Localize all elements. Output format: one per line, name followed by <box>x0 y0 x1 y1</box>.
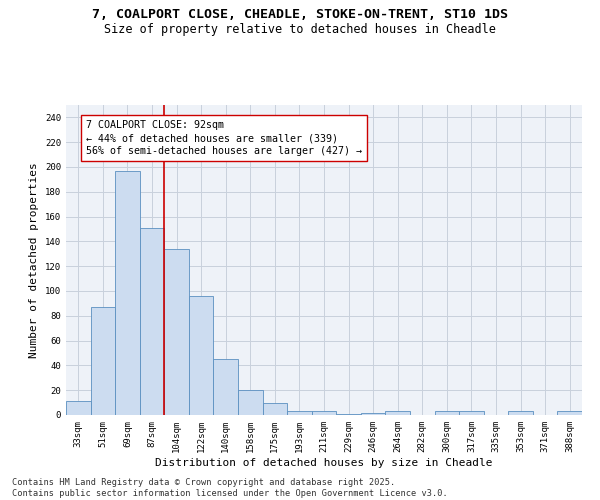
Bar <box>115 170 140 415</box>
Bar <box>91 307 115 415</box>
Text: 7, COALPORT CLOSE, CHEADLE, STOKE-ON-TRENT, ST10 1DS: 7, COALPORT CLOSE, CHEADLE, STOKE-ON-TRE… <box>92 8 508 20</box>
Bar <box>189 296 214 415</box>
Bar <box>140 228 164 415</box>
Text: Size of property relative to detached houses in Cheadle: Size of property relative to detached ho… <box>104 22 496 36</box>
Text: Contains HM Land Registry data © Crown copyright and database right 2025.
Contai: Contains HM Land Registry data © Crown c… <box>12 478 448 498</box>
Y-axis label: Number of detached properties: Number of detached properties <box>29 162 40 358</box>
Bar <box>434 412 459 415</box>
Bar <box>361 412 385 415</box>
Bar <box>214 359 238 415</box>
Bar <box>66 402 91 415</box>
Text: 7 COALPORT CLOSE: 92sqm
← 44% of detached houses are smaller (339)
56% of semi-d: 7 COALPORT CLOSE: 92sqm ← 44% of detache… <box>86 120 362 156</box>
Bar <box>336 414 361 415</box>
Bar <box>263 402 287 415</box>
X-axis label: Distribution of detached houses by size in Cheadle: Distribution of detached houses by size … <box>155 458 493 468</box>
Bar <box>557 412 582 415</box>
Bar <box>459 412 484 415</box>
Bar <box>287 412 312 415</box>
Bar <box>508 412 533 415</box>
Bar <box>238 390 263 415</box>
Bar <box>164 249 189 415</box>
Bar <box>312 412 336 415</box>
Bar <box>385 412 410 415</box>
